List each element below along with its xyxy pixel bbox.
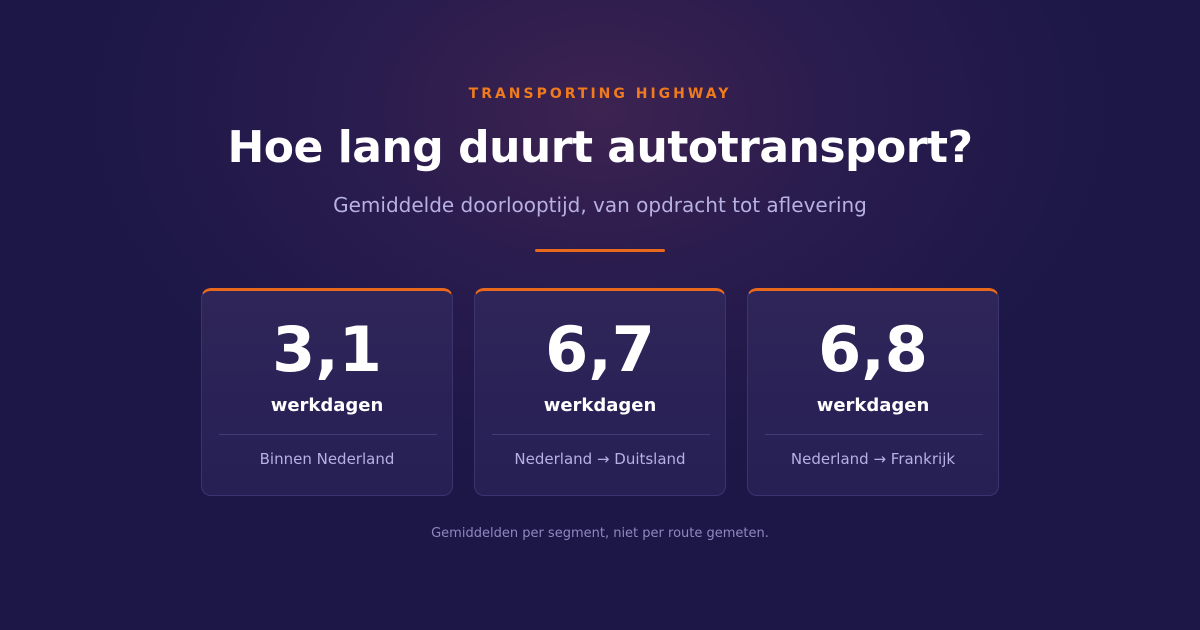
accent-rule [535, 249, 665, 252]
route-label: Nederland → Frankrijk [790, 450, 956, 468]
title: Hoe lang duurt autotransport? [227, 122, 973, 173]
footnote: Gemiddelden per segment, niet per route … [431, 526, 769, 541]
stat-value: 6,7 [545, 313, 655, 386]
subtitle: Gemiddelde doorlooptijd, van opdracht to… [333, 193, 867, 217]
stat-unit: werkdagen [543, 395, 657, 416]
stat-unit: werkdagen [816, 395, 930, 416]
route-label: Binnen Nederland [259, 450, 395, 468]
stat-card: 6,8 werkdagen Nederland → Frankrijk [747, 288, 999, 496]
stat-value: 6,8 [818, 313, 928, 386]
divider [219, 434, 437, 435]
divider [492, 434, 710, 435]
eyebrow: TRANSPORTING HIGHWAY [468, 86, 732, 102]
route-label: Nederland → Duitsland [514, 450, 686, 468]
stat-card: 3,1 werkdagen Binnen Nederland [201, 288, 453, 496]
divider [765, 434, 983, 435]
stat-card: 6,7 werkdagen Nederland → Duitsland [474, 288, 726, 496]
stat-unit: werkdagen [270, 395, 384, 416]
stat-value: 3,1 [272, 313, 382, 386]
